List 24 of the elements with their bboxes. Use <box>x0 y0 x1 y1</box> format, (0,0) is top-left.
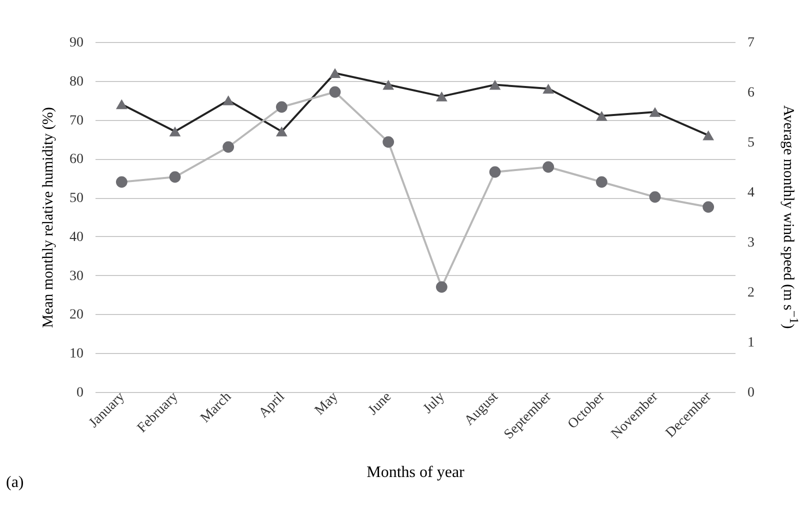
x-tick-label: June <box>366 390 394 418</box>
y-tick-label: 20 <box>70 308 84 323</box>
y2-tick-label: 0 <box>748 386 754 400</box>
x-axis-title: Months of year <box>366 464 466 481</box>
y2-tick-label: 1 <box>748 336 754 350</box>
y-axis-title: Mean monthly relative humidity (%) <box>40 107 56 328</box>
y-tick-label: 50 <box>70 191 84 206</box>
y-tick-label: 60 <box>70 152 84 168</box>
y-tick-label: 70 <box>70 113 84 128</box>
x-tick-label: July <box>420 390 448 417</box>
y-tick-label: 90 <box>70 36 84 50</box>
x-tick-label: May <box>312 390 342 418</box>
y2-tick-label: 6 <box>748 86 754 100</box>
y-tick-label: 40 <box>70 230 84 245</box>
text: (a) <box>6 474 24 492</box>
y2-tick-label: 4 <box>748 186 754 200</box>
y-tick-label: 10 <box>70 346 84 362</box>
y-tick-label: 80 <box>70 74 84 90</box>
y2-tick-label: 5 <box>748 136 754 150</box>
y2-tick-label: 3 <box>748 236 754 250</box>
y2-tick-label: 7 <box>748 36 754 50</box>
y-tick-label: 30 <box>70 268 84 284</box>
y2-tick-label: 2 <box>748 286 754 300</box>
y-tick-label: 0 <box>76 386 84 400</box>
